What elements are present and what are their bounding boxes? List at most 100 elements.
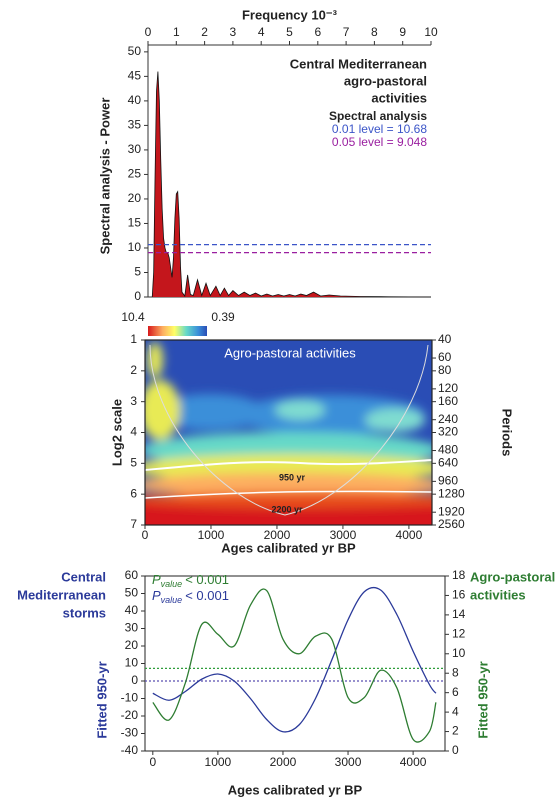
x-tick-label: 3000 <box>330 528 357 542</box>
y-tick-label: 40 <box>125 603 139 617</box>
blob <box>147 342 163 378</box>
y-tick-label: 2 <box>130 363 137 377</box>
x-tick-label: 2000 <box>264 528 291 542</box>
x-tick-label: 2 <box>201 25 208 39</box>
y-tick-label: 20 <box>128 191 142 205</box>
y-tick-label: 0 <box>131 673 138 687</box>
y2-tick-label: 240 <box>438 412 458 426</box>
y-tick-label: -20 <box>121 708 139 722</box>
y-tick-label: 0 <box>134 289 141 303</box>
x-tick-label: 4000 <box>396 528 423 542</box>
x-tick-label: 1000 <box>205 755 232 769</box>
y2-tick-label: 2560 <box>438 517 465 531</box>
y2-tick-label: 2 <box>452 724 459 738</box>
cone-of-influence <box>149 344 429 516</box>
blob <box>145 492 432 508</box>
y-tick-label: -40 <box>121 743 139 757</box>
x-tick-label: 3 <box>230 25 237 39</box>
axis-label: Periods <box>500 409 515 457</box>
colorbar-label: 10.4 <box>121 310 145 324</box>
chart-title: activities <box>371 90 427 105</box>
sig-subscript: value <box>161 579 183 589</box>
axis-label: Fitted 950-yr <box>475 661 490 738</box>
y-tick-label: 15 <box>128 216 142 230</box>
y2-tick-label: 40 <box>438 332 452 346</box>
heatmap-blobs <box>145 342 432 525</box>
y2-tick-label: 10 <box>452 646 466 660</box>
legend-label: storms <box>63 605 106 620</box>
blob <box>365 408 425 432</box>
x-tick-label: 7 <box>343 25 350 39</box>
y-tick-label: 1 <box>130 332 137 346</box>
x-tick-label: 6 <box>314 25 321 39</box>
sig-symbol: P <box>152 588 161 603</box>
axis-label: Log2 scale <box>109 399 124 466</box>
axis-label: Spectral analysis - Power <box>97 98 112 255</box>
x-tick-label: 2000 <box>270 755 297 769</box>
wavelet-image <box>145 340 432 525</box>
y2-tick-label: 60 <box>438 350 452 364</box>
legend-label: Central <box>61 569 106 584</box>
x-tick-label: 0 <box>142 528 149 542</box>
blob <box>145 380 180 440</box>
y-tick-label: 35 <box>128 118 142 132</box>
y2-tick-label: 1280 <box>438 486 465 500</box>
y-tick-label: 6 <box>130 486 137 500</box>
y-tick-label: 5 <box>134 265 141 279</box>
y-tick-label: 30 <box>125 621 139 635</box>
y2-tick-label: 80 <box>438 363 452 377</box>
y2-tick-label: 1920 <box>438 504 465 518</box>
y-tick-label: 25 <box>128 167 142 181</box>
colorbar <box>148 326 207 336</box>
x-tick-label: 4000 <box>400 755 427 769</box>
x-tick-label: 1 <box>173 25 180 39</box>
x-tick-label: 9 <box>399 25 406 39</box>
significance: Pvalue < 0.001 <box>152 588 229 605</box>
legend-title: Spectral analysis <box>329 109 427 123</box>
y-tick-label: 45 <box>128 69 142 83</box>
y-tick-label: 50 <box>128 44 142 58</box>
x-axis-label: Ages calibrated yr BP <box>221 540 356 555</box>
legend-label: Mediterranean <box>17 587 106 602</box>
sig-symbol: P <box>152 572 161 587</box>
y2-tick-label: 160 <box>438 394 458 408</box>
y-tick-label: 3 <box>130 394 137 408</box>
heatmap-title: Agro-pastoral activities <box>224 345 356 360</box>
y2-tick-label: 960 <box>438 474 458 488</box>
axis-label: Fitted 950-yr <box>94 661 109 738</box>
contour <box>145 459 432 471</box>
y2-tick-label: 120 <box>438 381 458 395</box>
sig-subscript: value <box>161 595 183 605</box>
y2-tick-label: 14 <box>452 607 466 621</box>
y-tick-label: 50 <box>125 586 139 600</box>
y-tick-label: 10 <box>128 240 142 254</box>
legend-label: Agro-pastoral <box>470 569 555 584</box>
y2-tick-label: 0 <box>452 743 459 757</box>
colorbar-label: 0.39 <box>211 310 235 324</box>
x-tick-label: 3000 <box>335 755 362 769</box>
sig-text: < 0.001 <box>185 572 229 587</box>
x-axis-label: Ages calibrated yr BP <box>228 782 363 797</box>
y-tick-label: 60 <box>125 568 139 582</box>
series-line <box>152 588 437 743</box>
annotation: 950 yr <box>279 472 306 482</box>
chart-title: Central Mediterranean <box>290 56 427 71</box>
legend-label: activities <box>470 587 526 602</box>
y2-tick-label: 480 <box>438 443 458 457</box>
y-tick-label: 10 <box>125 656 139 670</box>
x-tick-label: 4 <box>258 25 265 39</box>
x-tick-label: 5 <box>286 25 293 39</box>
y2-tick-label: 640 <box>438 456 458 470</box>
y-tick-label: 4 <box>130 425 137 439</box>
y-tick-label: 7 <box>130 517 137 531</box>
y-tick-label: 30 <box>128 142 142 156</box>
y-tick-label: 20 <box>125 638 139 652</box>
spectrum-line <box>151 71 432 298</box>
y2-tick-label: 8 <box>452 665 459 679</box>
annotation: 2200 yr <box>271 504 303 514</box>
y2-tick-label: 320 <box>438 425 458 439</box>
x-tick-label: 1000 <box>198 528 225 542</box>
contour <box>145 490 432 499</box>
series-line <box>152 586 437 733</box>
